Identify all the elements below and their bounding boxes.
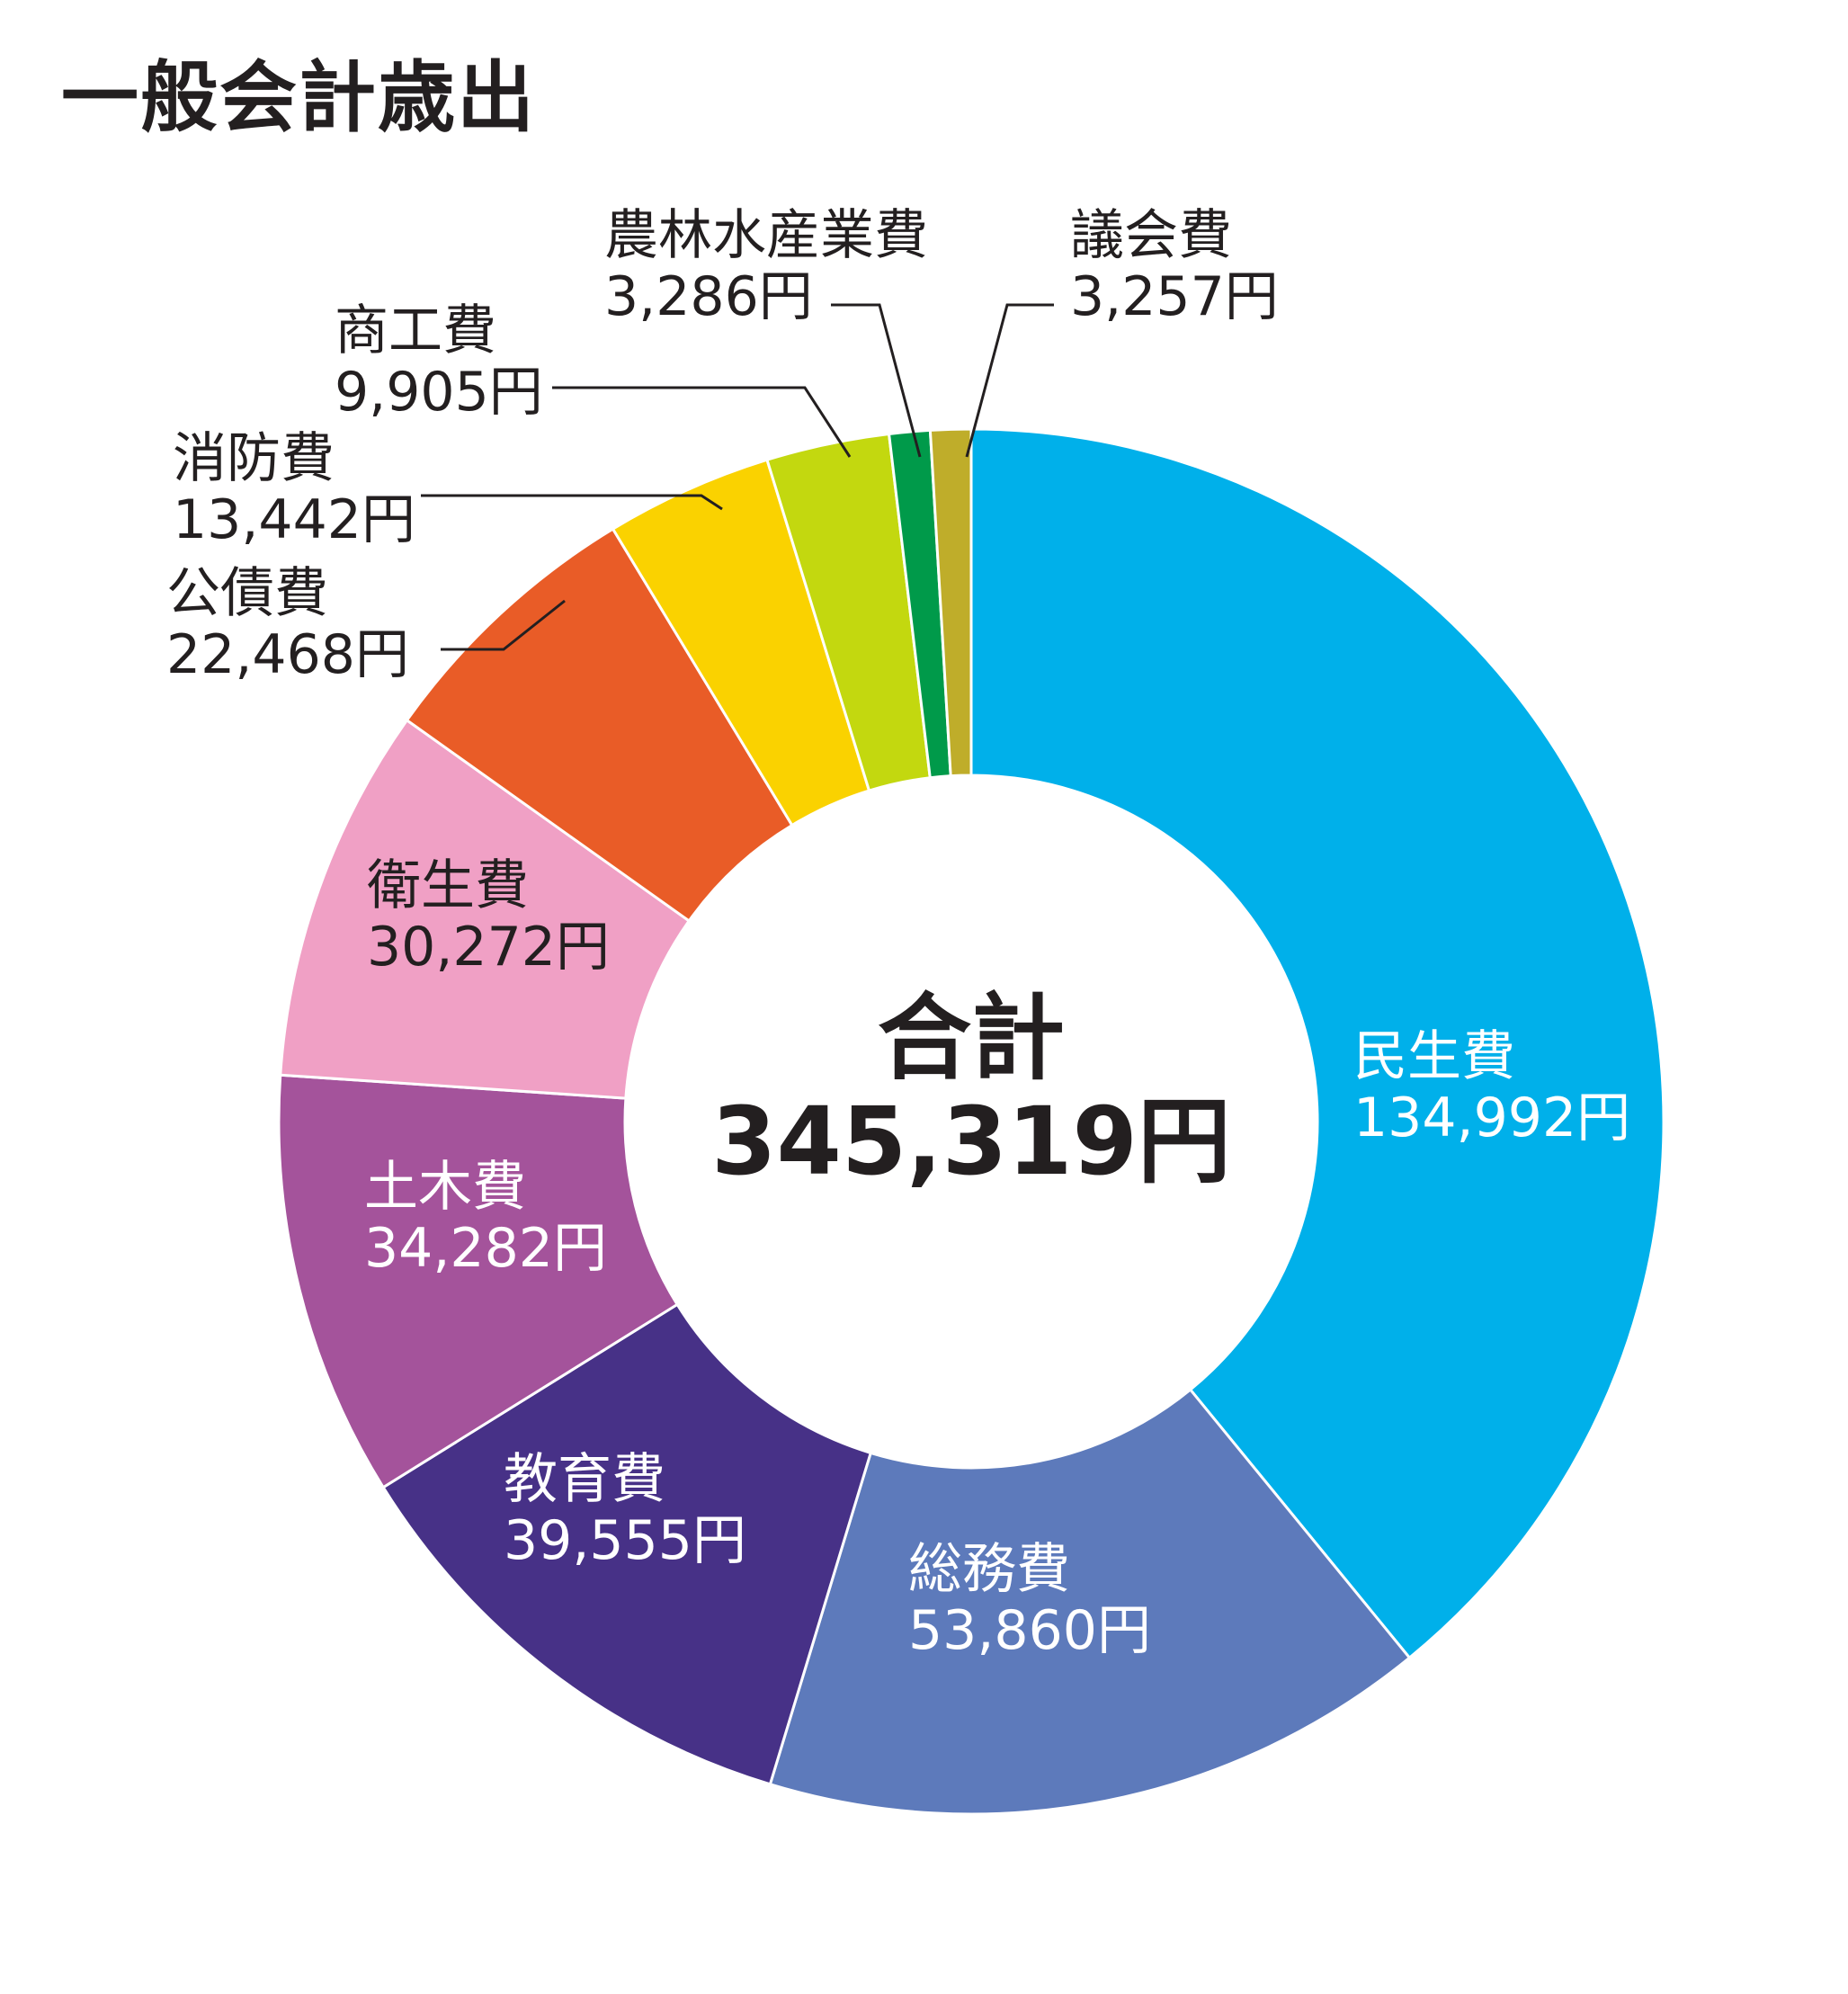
slice-value-8: 3,286円 — [604, 265, 813, 328]
slice-label-4: 衛生費 — [367, 854, 529, 917]
slice-value-6: 13,442円 — [173, 488, 415, 551]
slice-4 — [279, 718, 692, 1100]
slice-label-5: 公債費 — [166, 562, 328, 625]
leader-line-7 — [552, 386, 852, 458]
leader-line-8 — [831, 303, 922, 458]
center-total-value: 345,319円 — [711, 1086, 1231, 1196]
slice-label-0: 民生費 — [1353, 1025, 1515, 1088]
donut-hole — [629, 780, 1313, 1463]
slice-value-9: 3,257円 — [1070, 265, 1279, 328]
slice-0 — [969, 427, 1665, 1660]
slice-value-3: 34,282円 — [364, 1217, 607, 1280]
slice-value-7: 9,905円 — [335, 361, 543, 424]
slice-value-1: 53,860円 — [908, 1599, 1151, 1662]
chart-title: 一般会計歳出 — [61, 53, 536, 143]
leader-line-5 — [441, 599, 566, 651]
slice-label-9: 議会費 — [1070, 204, 1232, 267]
slice-value-4: 30,272円 — [367, 916, 610, 979]
slice-3 — [277, 1073, 680, 1489]
slice-label-1: 総務費 — [908, 1538, 1070, 1601]
slice-label-2: 教育費 — [504, 1448, 665, 1511]
slice-9 — [928, 427, 973, 778]
slice-label-6: 消防費 — [173, 427, 335, 490]
slice-value-5: 22,468円 — [166, 623, 409, 686]
leader-line-9 — [965, 303, 1054, 458]
slice-1 — [768, 1387, 1412, 1816]
slice-label-7: 商工費 — [335, 300, 496, 362]
slice-2 — [381, 1302, 873, 1786]
slice-label-3: 土木費 — [364, 1156, 526, 1219]
leader-line-6 — [421, 494, 723, 511]
slice-value-2: 39,555円 — [504, 1509, 746, 1572]
slice-value-0: 134,992円 — [1353, 1086, 1630, 1149]
slice-label-8: 農林水産業費 — [604, 204, 928, 267]
center-total-label: 合計 — [878, 983, 1065, 1093]
